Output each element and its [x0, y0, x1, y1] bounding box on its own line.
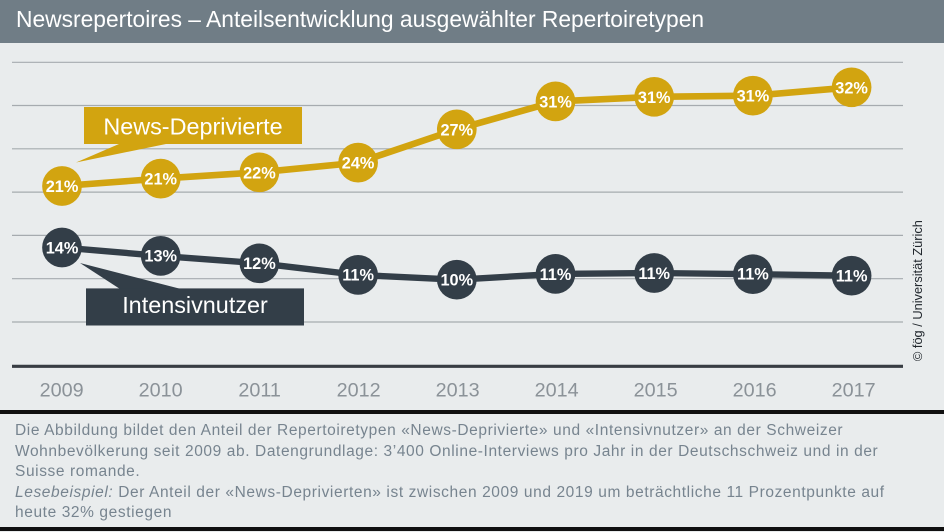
svg-text:2015: 2015 [634, 379, 678, 401]
svg-text:News-Deprivierte: News-Deprivierte [103, 114, 282, 140]
svg-text:2014: 2014 [535, 379, 579, 401]
svg-text:2011: 2011 [238, 379, 281, 401]
svg-text:11%: 11% [737, 266, 769, 284]
svg-text:2016: 2016 [733, 379, 777, 401]
svg-text:2009: 2009 [40, 379, 84, 401]
svg-text:11%: 11% [638, 265, 670, 283]
svg-text:31%: 31% [539, 93, 572, 111]
svg-text:2010: 2010 [139, 379, 183, 401]
svg-text:31%: 31% [737, 88, 770, 106]
svg-text:2017: 2017 [832, 379, 876, 401]
svg-text:12%: 12% [243, 255, 276, 273]
svg-text:© fög / Universität Zürich: © fög / Universität Zürich [910, 220, 925, 361]
svg-text:21%: 21% [46, 178, 79, 196]
svg-text:32%: 32% [835, 79, 868, 97]
svg-text:11%: 11% [836, 268, 868, 286]
svg-text:11%: 11% [342, 267, 374, 285]
svg-text:21%: 21% [144, 171, 177, 189]
svg-text:13%: 13% [144, 248, 177, 266]
svg-text:10%: 10% [441, 272, 474, 290]
svg-text:11%: 11% [540, 266, 572, 284]
svg-text:24%: 24% [342, 155, 375, 173]
svg-text:22%: 22% [243, 164, 276, 182]
svg-text:Intensivnutzer: Intensivnutzer [122, 292, 268, 318]
svg-text:27%: 27% [441, 121, 474, 139]
svg-text:2013: 2013 [436, 379, 480, 401]
svg-text:31%: 31% [638, 89, 671, 107]
svg-text:14%: 14% [46, 239, 79, 257]
svg-text:2012: 2012 [337, 379, 381, 401]
